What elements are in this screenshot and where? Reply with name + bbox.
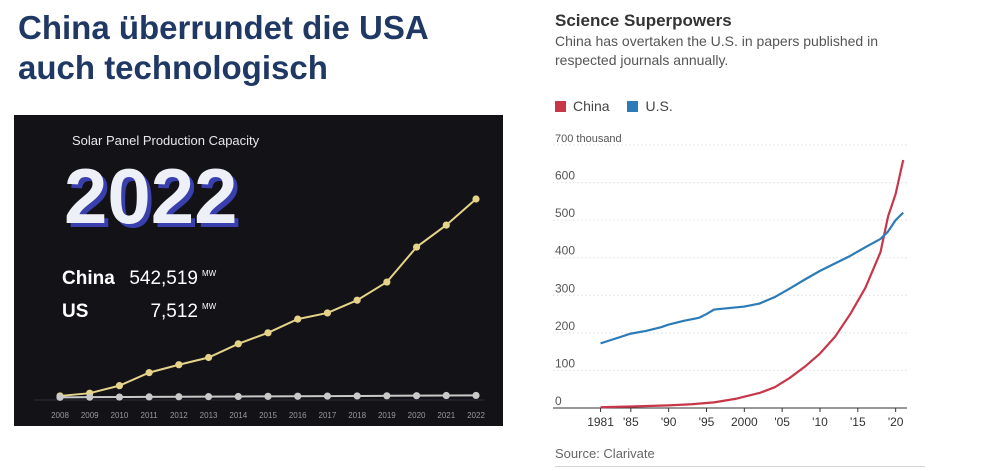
science-xtick-2015: '15 — [850, 415, 866, 429]
stat-us-value: 7,512 — [150, 301, 198, 322]
solar-point-china-2019 — [383, 278, 391, 286]
solar-point-china-2011 — [145, 369, 153, 377]
stat-us-unit: MW — [202, 302, 217, 311]
solar-point-china-2020 — [412, 243, 421, 251]
solar-point-us-2021 — [442, 391, 450, 400]
science-legend: China U.S. — [555, 98, 687, 115]
stat-china-country: China — [62, 268, 115, 289]
science-line-us — [600, 211, 904, 345]
science-chart-subtitle: China has overtaken the U.S. in papers p… — [555, 33, 878, 68]
solar-xtick-2017: 2017 — [319, 411, 337, 420]
science-xtick-2010: '10 — [812, 415, 828, 429]
solar-xtick-2013: 2013 — [200, 411, 218, 420]
solar-point-china-2018 — [353, 296, 361, 304]
solar-xtick-2014: 2014 — [229, 411, 247, 420]
science-xtick-1990: '90 — [661, 415, 677, 429]
solar-xtick-2008: 2008 — [51, 411, 69, 420]
science-chart: 0 100 200 300 400 500 600 700 thousand 1981 '85 '… — [545, 128, 925, 438]
solar-point-us-2013 — [204, 393, 213, 401]
solar-point-us-2020 — [412, 392, 421, 400]
solar-capacity-chart: Solar Panel Production Capacity 2022 202… — [34, 133, 485, 420]
stat-china-unit: MW — [202, 269, 217, 278]
science-ytick-300: 300 — [555, 281, 575, 295]
science-ytick-500: 500 — [555, 206, 575, 220]
solar-point-china-2021 — [442, 221, 450, 229]
solar-xtick-2020: 2020 — [408, 411, 426, 420]
legend-us-swatch — [627, 100, 639, 112]
science-chart-title: Science Superpowers — [555, 11, 732, 30]
stat-china-value: 542,519 — [129, 268, 198, 289]
science-ytick-0: 0 — [555, 394, 562, 408]
footer-divider — [555, 466, 925, 467]
science-xtick-1985: '85 — [623, 415, 639, 429]
solar-xtick-2018: 2018 — [348, 411, 366, 420]
solar-point-us-2008 — [56, 393, 64, 401]
science-ytick-400: 400 — [555, 244, 575, 258]
science-line-china — [600, 159, 905, 409]
solar-point-us-2014 — [234, 392, 242, 401]
legend-china-label: China — [573, 98, 610, 114]
science-ytick-100: 100 — [555, 356, 575, 370]
solar-point-us-2018 — [353, 392, 361, 400]
source-note: Source: Clarivate — [555, 446, 655, 461]
solar-chart-title: Solar Panel Production Capacity — [72, 133, 260, 148]
science-xtick-1981: 1981 — [587, 415, 614, 429]
solar-point-us-2019 — [383, 392, 391, 400]
science-ytick-200: 200 — [555, 319, 575, 333]
solar-point-china-2012 — [175, 361, 183, 369]
solar-point-china-2022 — [472, 195, 480, 203]
solar-point-us-2011 — [145, 393, 153, 401]
science-ytick-600: 600 — [555, 169, 575, 183]
solar-point-china-2017 — [323, 309, 332, 317]
solar-point-china-2014 — [234, 340, 242, 348]
solar-xtick-2011: 2011 — [141, 411, 159, 420]
science-chart-svg: 0 100 200 300 400 500 600 700 thousand 1981 '85 '… — [553, 133, 907, 429]
science-xtick-2020: '20 — [888, 415, 904, 429]
legend-china-swatch — [555, 100, 566, 112]
legend-china: China — [555, 98, 610, 114]
solar-point-us-2017 — [323, 392, 332, 400]
solar-point-us-2016 — [294, 392, 302, 400]
solar-point-china-2010 — [115, 382, 124, 390]
solar-xtick-2016: 2016 — [289, 411, 307, 420]
solar-xtick-2010: 2010 — [111, 411, 129, 420]
solar-xtick-2022: 2022 — [467, 411, 485, 420]
solar-point-us-2015 — [264, 392, 272, 400]
solar-point-us-2009 — [86, 393, 94, 401]
solar-point-us-2012 — [175, 393, 183, 401]
solar-capacity-panel: Solar Panel Production Capacity 2022 202… — [14, 115, 503, 426]
solar-xtick-2021: 2021 — [437, 411, 455, 420]
stat-us-country: US — [62, 301, 88, 322]
year-label: 2022 — [64, 152, 238, 240]
legend-us-label: U.S. — [645, 98, 673, 114]
solar-point-china-2013 — [204, 353, 213, 362]
science-ytick-top: 700 thousand — [555, 133, 622, 145]
solar-point-china-2016 — [294, 315, 302, 323]
science-xtick-2000: 2000 — [731, 415, 758, 429]
solar-point-china-2015 — [264, 329, 272, 337]
solar-xtick-2012: 2012 — [170, 411, 188, 420]
solar-xtick-2019: 2019 — [378, 411, 396, 420]
solar-xtick-2015: 2015 — [259, 411, 277, 420]
solar-point-us-2010 — [115, 393, 124, 401]
slide-title: China überrundet die USA auch technologi… — [18, 9, 428, 86]
solar-point-us-2022 — [472, 391, 480, 400]
science-xtick-1995: '95 — [699, 415, 715, 429]
solar-xtick-2009: 2009 — [81, 411, 99, 420]
year-shadow: 2022 — [68, 156, 242, 244]
science-xtick-2005: '05 — [774, 415, 790, 429]
legend-us: U.S. — [627, 98, 673, 114]
